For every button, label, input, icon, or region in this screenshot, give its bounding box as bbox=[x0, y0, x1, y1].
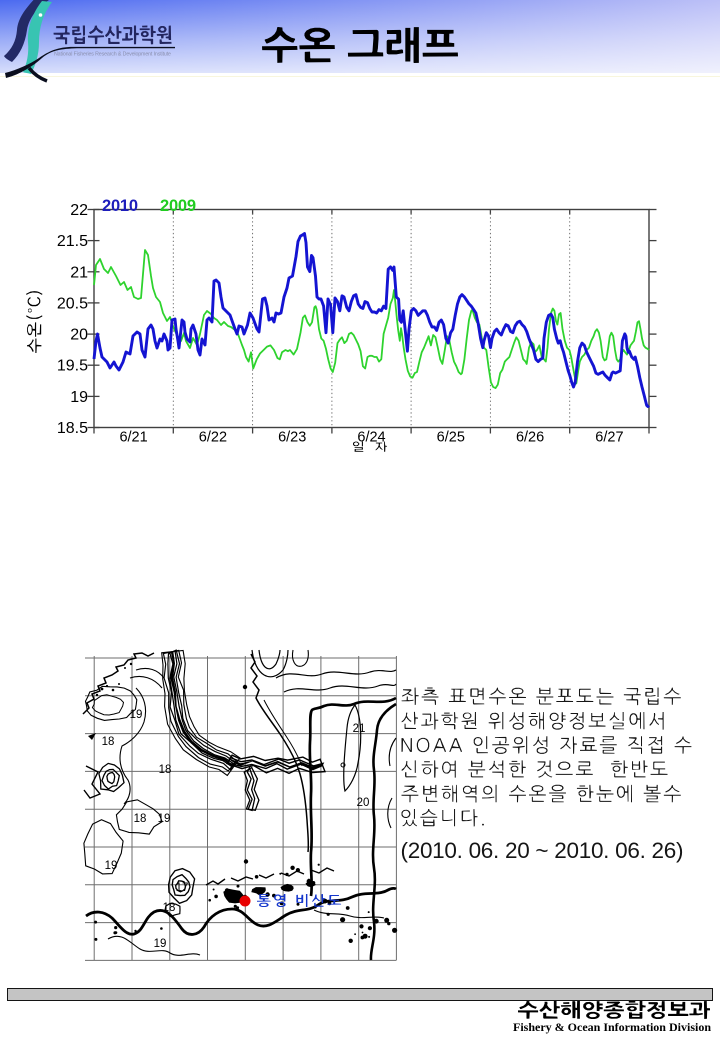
svg-text:18.5: 18.5 bbox=[57, 420, 88, 437]
svg-text:21: 21 bbox=[353, 723, 366, 735]
svg-text:6/26: 6/26 bbox=[516, 430, 544, 446]
svg-text:6/21: 6/21 bbox=[119, 430, 147, 446]
svg-text:6/24: 6/24 bbox=[357, 430, 385, 446]
svg-text:(2010. 06. 20 ~ 2010. 06. 26): (2010. 06. 20 ~ 2010. 06. 26) bbox=[401, 838, 684, 863]
svg-text:20: 20 bbox=[70, 327, 88, 344]
svg-text:19: 19 bbox=[158, 813, 171, 825]
svg-text:18: 18 bbox=[159, 764, 172, 776]
svg-text:21.5: 21.5 bbox=[57, 233, 88, 250]
svg-text:6/22: 6/22 bbox=[199, 430, 227, 446]
svg-text:19: 19 bbox=[130, 709, 143, 721]
svg-text:6/23: 6/23 bbox=[278, 430, 306, 446]
svg-text:20: 20 bbox=[357, 797, 370, 809]
svg-text:National Fisheries Research &: National Fisheries Research & Developmen… bbox=[54, 52, 171, 58]
svg-text:19: 19 bbox=[105, 860, 118, 872]
svg-text:18: 18 bbox=[134, 813, 147, 825]
svg-text:6/25: 6/25 bbox=[437, 430, 465, 446]
svg-text:19: 19 bbox=[154, 938, 167, 950]
svg-text:20.5: 20.5 bbox=[57, 295, 88, 312]
svg-text:21: 21 bbox=[70, 264, 88, 281]
svg-text:22: 22 bbox=[70, 202, 88, 219]
svg-text:18: 18 bbox=[102, 736, 115, 748]
svg-text:17: 17 bbox=[176, 882, 189, 894]
svg-text:19.5: 19.5 bbox=[57, 358, 88, 375]
svg-text:18: 18 bbox=[163, 902, 176, 914]
svg-text:2010: 2010 bbox=[102, 197, 138, 215]
svg-text:Fishery & Ocean Information Di: Fishery & Ocean Information Division bbox=[513, 1020, 711, 1034]
svg-text:2009: 2009 bbox=[160, 197, 196, 215]
svg-text:6/27: 6/27 bbox=[595, 430, 623, 446]
svg-text:19: 19 bbox=[70, 389, 88, 406]
